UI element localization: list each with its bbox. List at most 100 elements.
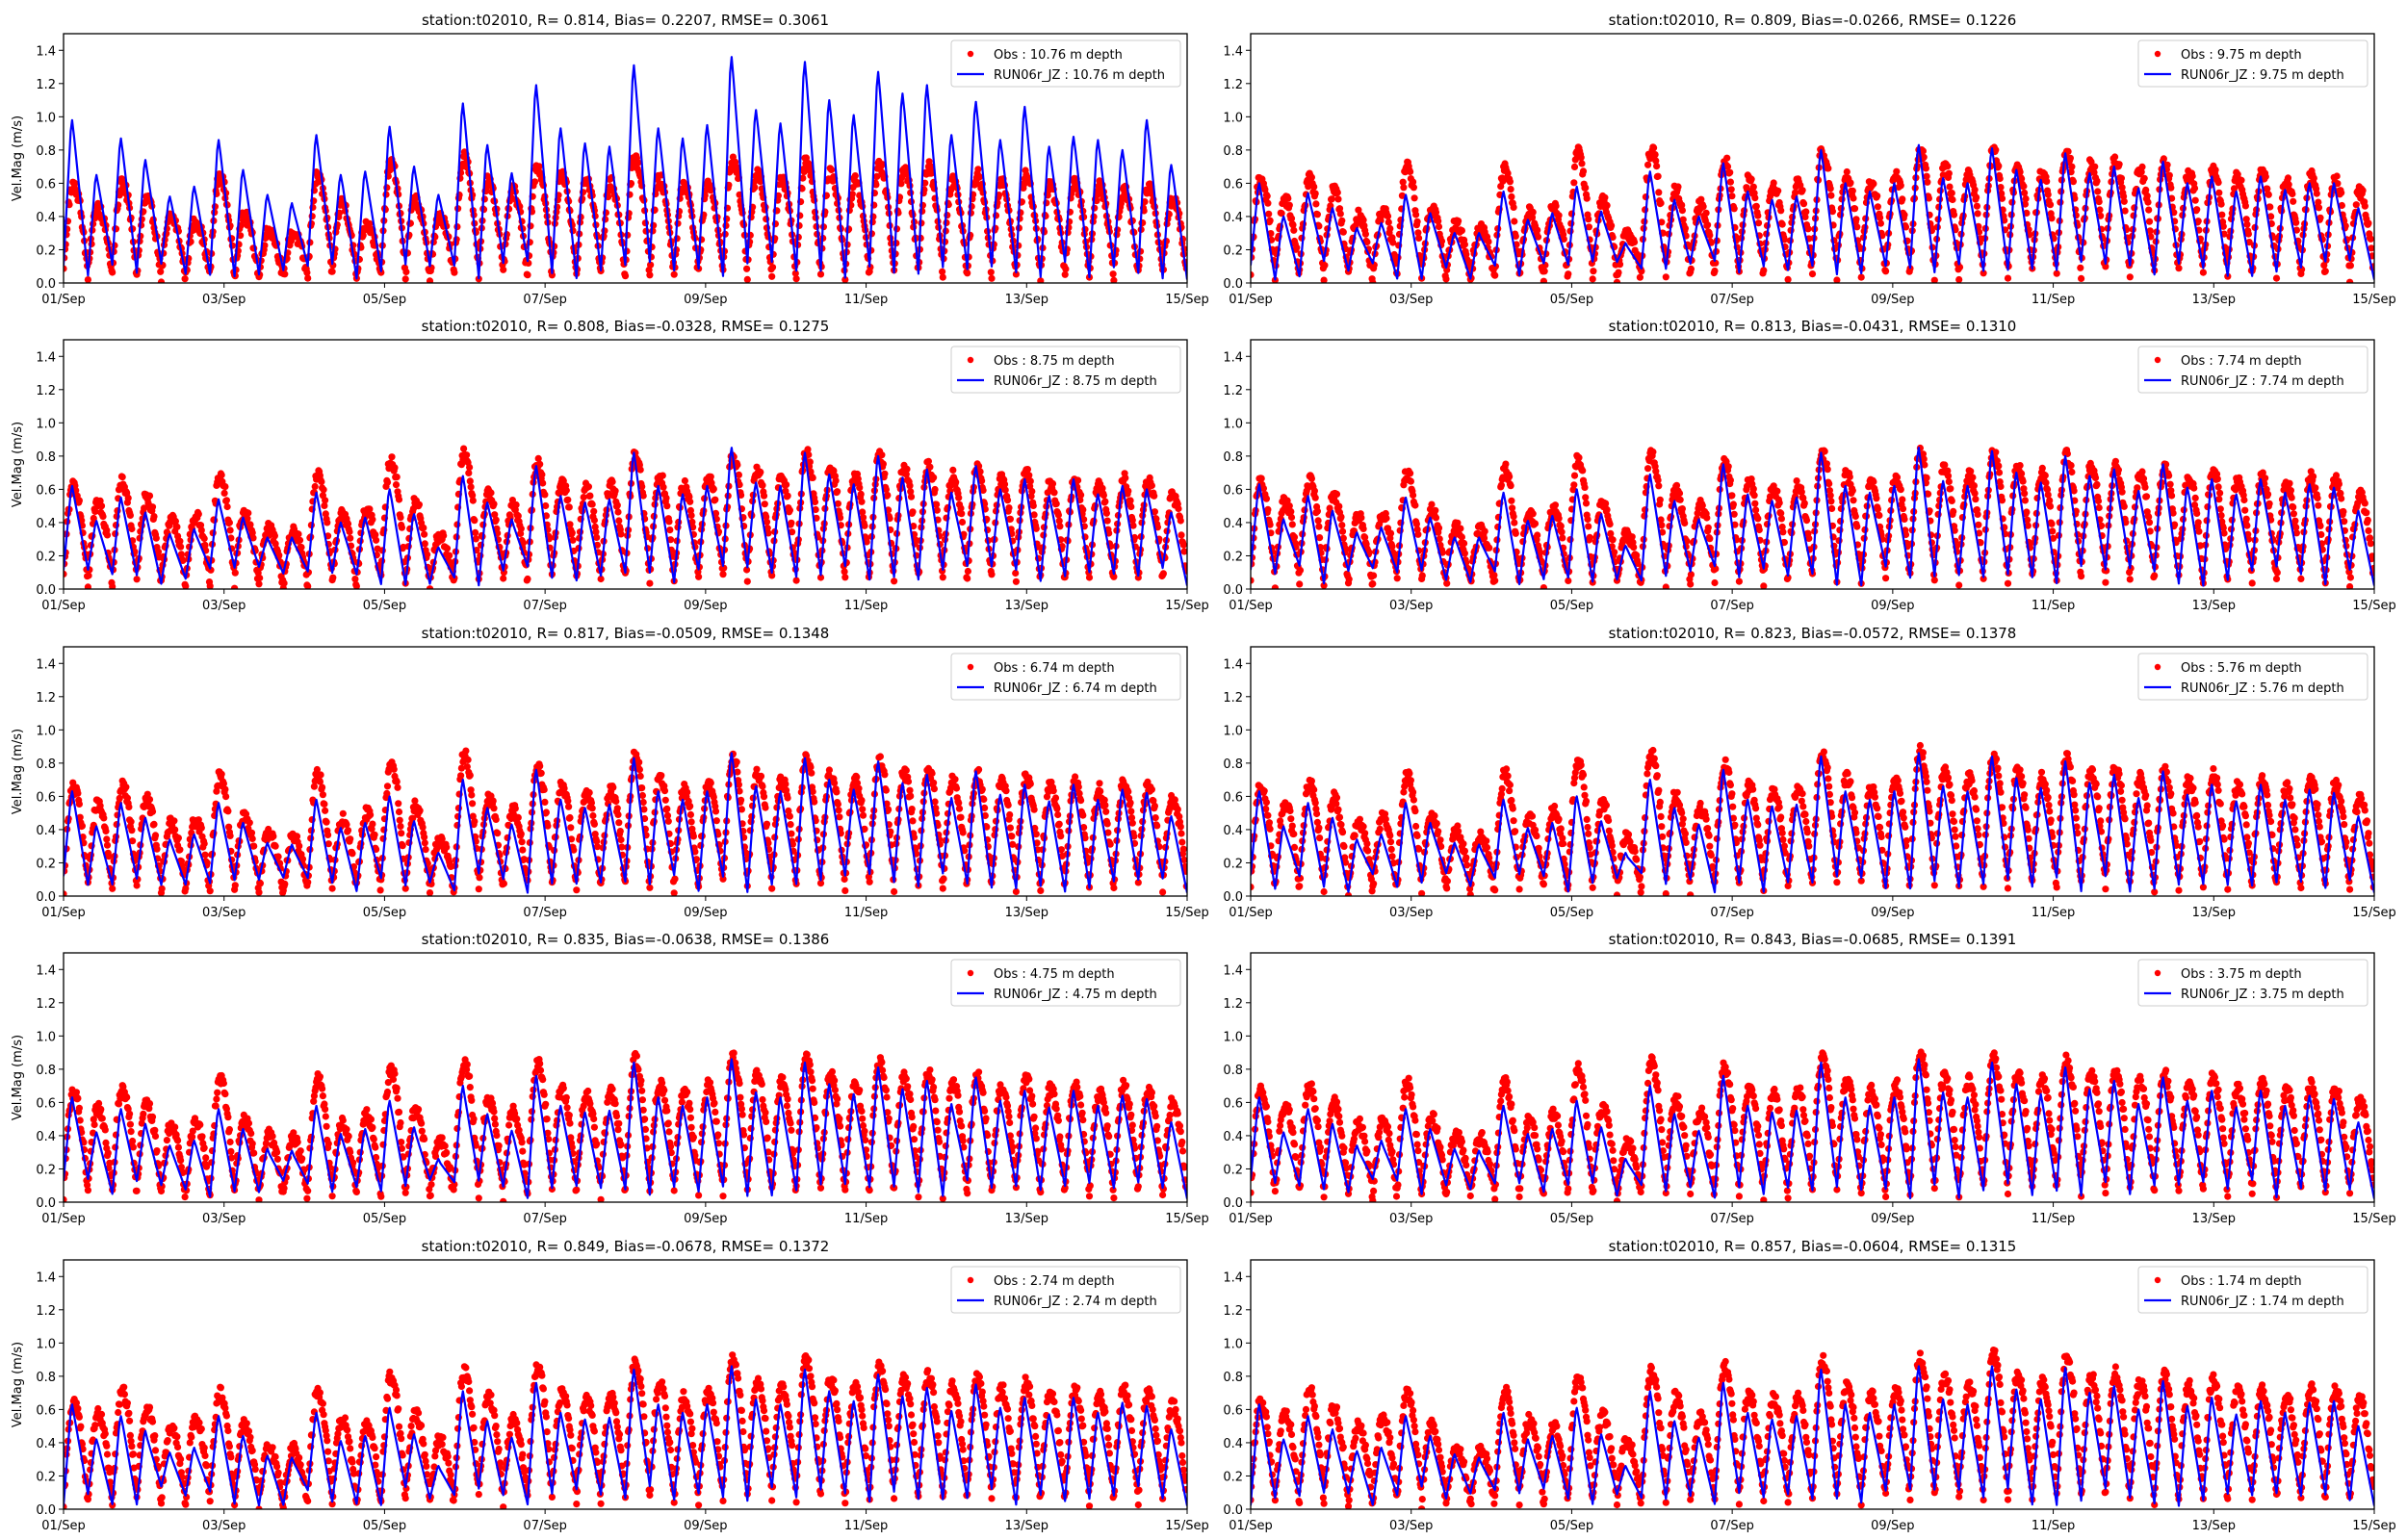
obs-point xyxy=(1412,211,1420,218)
obs-point xyxy=(1262,495,1270,502)
obs-point xyxy=(148,503,157,511)
obs-point xyxy=(1175,504,1182,513)
obs-point xyxy=(1080,516,1088,524)
obs-point xyxy=(666,526,674,534)
obs-point xyxy=(1650,144,1658,152)
obs-point xyxy=(2359,187,2367,194)
obs-point xyxy=(324,519,331,526)
obs-point xyxy=(639,492,647,500)
obs-point xyxy=(593,533,601,542)
obs-point xyxy=(613,501,621,509)
obs-point xyxy=(1601,193,1609,201)
obs-point xyxy=(118,474,126,481)
obs-point xyxy=(1411,194,1418,202)
obs-point xyxy=(1874,192,1881,200)
obs-point xyxy=(1651,151,1659,159)
y-axis-label: Vel.Mag (m/s) xyxy=(11,116,25,201)
obs-point xyxy=(856,484,864,492)
obs-point xyxy=(377,269,385,276)
obs-point xyxy=(722,221,730,229)
obs-point xyxy=(2193,206,2201,214)
obs-point xyxy=(1578,160,1586,167)
obs-point xyxy=(2160,155,2167,163)
obs-point xyxy=(909,508,917,516)
obs-point xyxy=(182,582,190,589)
obs-point xyxy=(2068,163,2076,170)
obs-point xyxy=(1679,216,1687,223)
obs-point xyxy=(1005,504,1013,512)
obs-point xyxy=(1398,192,1406,199)
obs-point xyxy=(2144,198,2152,206)
legend-obs-label: Obs : 10.76 m depth xyxy=(994,48,1123,63)
x-tick-label: 05/Sep xyxy=(363,293,406,307)
obs-point xyxy=(2217,200,2225,208)
legend-model-label: RUN06r_JZ : 8.75 m depth xyxy=(994,374,1157,389)
obs-point xyxy=(1712,259,1720,267)
obs-point xyxy=(2298,266,2306,273)
obs-point xyxy=(1728,192,1736,200)
obs-point xyxy=(2121,207,2129,215)
obs-point xyxy=(579,194,586,202)
obs-point xyxy=(2365,219,2372,227)
obs-point xyxy=(1654,172,1662,180)
obs-point xyxy=(1338,217,1346,224)
obs-point xyxy=(321,501,328,510)
obs-point xyxy=(2022,194,2030,203)
obs-point xyxy=(295,530,302,538)
obs-point xyxy=(638,483,646,491)
obs-point xyxy=(1876,219,1884,227)
obs-point xyxy=(508,497,517,504)
obs-point xyxy=(2310,174,2317,182)
legend-obs-label: Obs : 9.75 m depth xyxy=(2181,48,2302,63)
obs-point xyxy=(318,477,325,486)
obs-point xyxy=(979,486,987,494)
obs-point xyxy=(145,492,154,500)
obs-point xyxy=(1711,267,1719,275)
obs-point xyxy=(964,270,971,277)
y-tick-label: 0.0 xyxy=(36,277,56,292)
obs-point xyxy=(1289,221,1297,229)
obs-point xyxy=(1653,163,1661,170)
obs-point xyxy=(1615,269,1622,276)
obs-point xyxy=(848,191,856,198)
subplot-4: station:t02010, R= 0.813, Bias=-0.0431, … xyxy=(1223,318,2395,613)
obs-point xyxy=(1287,507,1295,516)
obs-point xyxy=(1152,515,1160,523)
obs-point xyxy=(197,526,205,534)
obs-point xyxy=(1613,278,1621,283)
obs-point xyxy=(2077,264,2084,271)
obs-point xyxy=(296,536,304,544)
obs-point xyxy=(1726,168,1734,176)
obs-point xyxy=(1257,475,1265,482)
obs-point xyxy=(1585,223,1592,231)
obs-point xyxy=(666,536,675,544)
obs-point xyxy=(1313,507,1321,515)
y-tick-label: 1.4 xyxy=(1223,44,1243,59)
y-tick-label: 0.4 xyxy=(36,211,56,225)
obs-point xyxy=(1948,190,1955,197)
y-tick-label: 1.0 xyxy=(36,111,56,125)
obs-point xyxy=(311,482,319,491)
obs-point xyxy=(322,497,329,504)
obs-point xyxy=(811,498,819,506)
obs-point xyxy=(792,577,800,584)
obs-point xyxy=(2064,147,2072,155)
obs-point xyxy=(426,277,434,283)
obs-point xyxy=(500,266,507,273)
obs-point xyxy=(2313,190,2320,197)
obs-point xyxy=(660,483,667,491)
obs-point xyxy=(1335,502,1343,510)
obs-point xyxy=(254,569,262,577)
obs-point xyxy=(176,537,184,545)
obs-point xyxy=(351,576,359,583)
obs-point xyxy=(1074,476,1082,484)
obs-point xyxy=(256,574,264,582)
obs-point xyxy=(1827,192,1835,199)
obs-point xyxy=(1540,268,1548,275)
obs-point xyxy=(1389,239,1397,246)
y-tick-label: 0.8 xyxy=(36,144,56,159)
obs-point xyxy=(225,519,233,526)
obs-point xyxy=(734,167,741,174)
obs-point xyxy=(1770,179,1777,187)
obs-point xyxy=(1455,218,1462,225)
